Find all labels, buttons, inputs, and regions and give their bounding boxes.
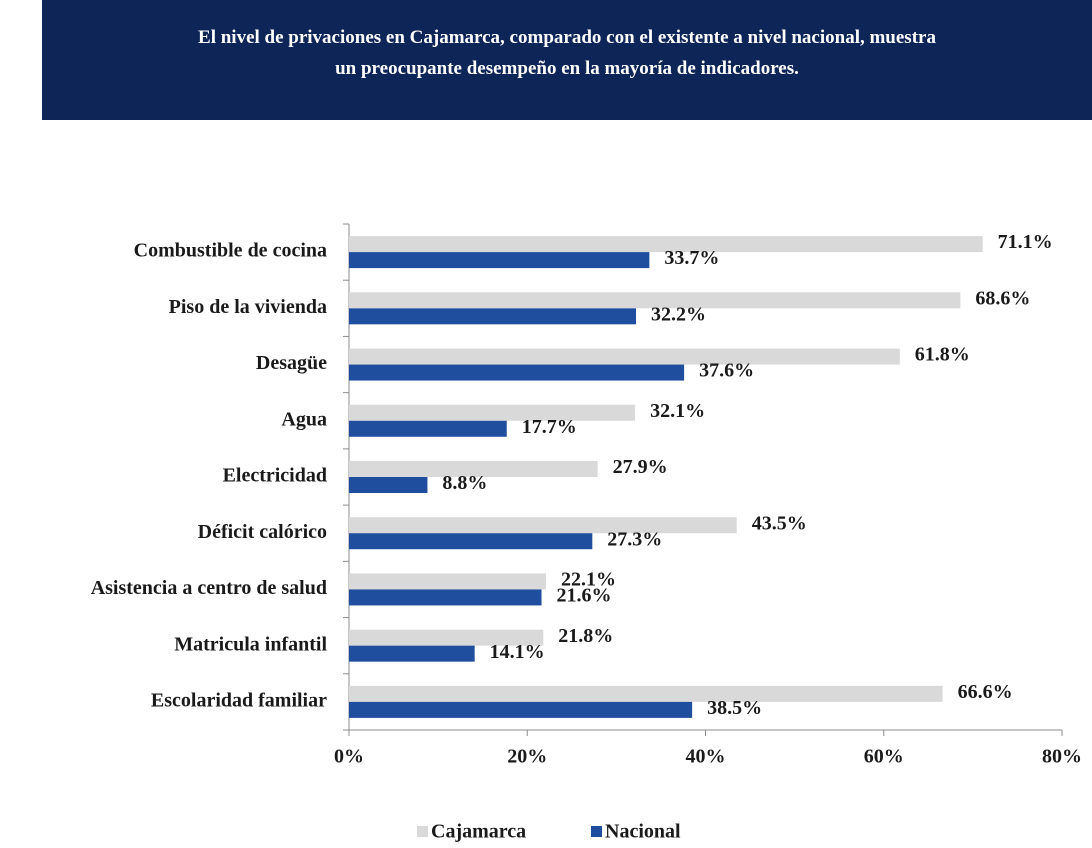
y-tick-label: Combustible de cocina [134,240,327,262]
y-tick-label: Escolaridad familiar [151,689,327,711]
data-label: 38.5% [707,697,762,719]
data-label: 33.7% [664,247,719,269]
bar [349,252,650,269]
y-tick-label: Desagüe [256,352,327,374]
data-label: 71.1% [998,231,1053,253]
y-tick-label: Asistencia a centro de salud [91,577,327,599]
chart-title: un preocupante desempeño en la mayoría d… [335,58,799,79]
chart-title: El nivel de privaciones en Cajamarca, co… [198,27,936,48]
data-label: 17.7% [522,416,577,438]
legend-swatch [417,826,428,837]
bar [349,364,685,381]
bar [349,533,593,550]
data-label: 22.1% [561,569,616,591]
bar [349,308,636,325]
bar [349,420,507,437]
data-label: 27.3% [607,528,662,550]
bar [349,461,598,477]
x-tick-label: 40% [686,746,726,768]
data-label: 68.6% [975,287,1030,309]
bar [349,629,544,646]
data-label: 32.2% [651,303,706,325]
data-label: 66.6% [958,681,1013,703]
bar [349,685,943,702]
title-banner: El nivel de privaciones en Cajamarca, co… [42,0,1092,120]
data-label: 32.1% [650,400,705,422]
bar [349,589,542,606]
x-tick-label: 80% [1042,746,1082,768]
bar [349,236,983,253]
bar [349,517,737,534]
bar [349,477,428,493]
data-label: 27.9% [613,456,668,478]
y-tick-label: Déficit calórico [198,521,327,543]
data-label: 21.6% [557,585,612,607]
bar [349,292,961,309]
y-tick-label: Matricula infantil [174,633,327,655]
data-label: 14.1% [490,641,545,663]
x-tick-label: 60% [864,746,904,768]
data-label: 21.8% [558,625,613,647]
legend-label: Nacional [605,821,681,843]
bar [349,701,693,718]
bar [349,573,546,590]
data-label: 37.6% [699,360,754,382]
x-tick-label: 0% [334,746,364,768]
bar [349,645,475,662]
data-label: 8.8% [442,472,487,494]
y-tick-label: Electricidad [223,465,327,487]
y-tick-label: Agua [281,408,327,430]
data-label: 61.8% [915,344,970,366]
legend-label: Cajamarca [431,821,526,843]
bar [349,348,900,365]
y-tick-label: Piso de la vivienda [169,296,327,318]
data-label: 43.5% [752,512,807,534]
bar [349,404,636,421]
legend-swatch [591,826,602,837]
x-tick-label: 20% [507,746,547,768]
